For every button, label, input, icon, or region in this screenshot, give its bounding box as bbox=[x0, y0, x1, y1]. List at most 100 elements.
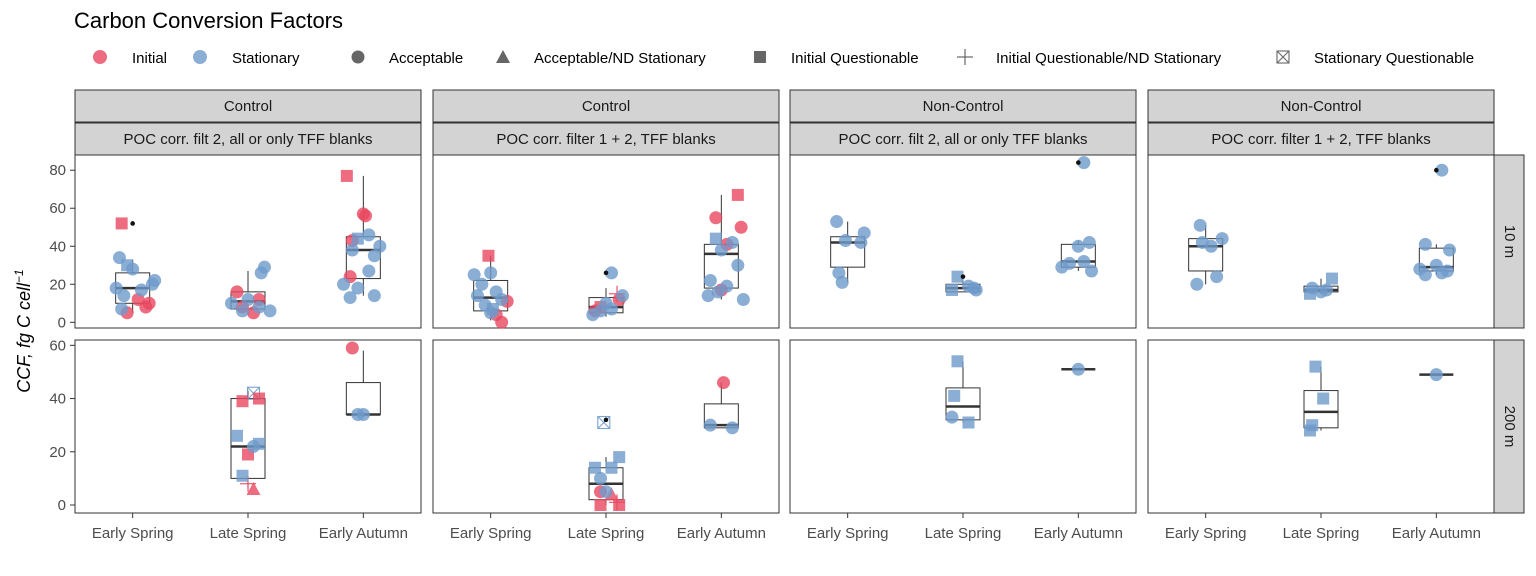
data-point-stationary-circle bbox=[1204, 239, 1218, 253]
data-point-stationary-circle bbox=[594, 471, 607, 485]
data-point-stationary-circle bbox=[605, 266, 618, 280]
legend-key-initial bbox=[93, 50, 107, 64]
y-tick-label-1-20: 20 bbox=[49, 444, 66, 461]
x-tick-label-early-autumn: Early Autumn bbox=[677, 525, 766, 542]
strip-top-label-2: Non-Control bbox=[923, 98, 1004, 115]
data-point-stationary-circle bbox=[605, 302, 618, 316]
strip-sub-2 bbox=[789, 122, 1137, 156]
data-point-stationary-square bbox=[605, 461, 618, 474]
data-point-initial-square bbox=[253, 392, 265, 405]
data-point-stationary-boxx-box bbox=[597, 415, 611, 430]
data-point-stationary-square bbox=[236, 469, 249, 482]
strip-right-1 bbox=[1493, 339, 1525, 514]
data-point-initial-square bbox=[731, 188, 744, 201]
strip-sub-label-0: POC corr. filt 2, all or only TFF blanks bbox=[124, 131, 373, 148]
data-point-stationary-circle bbox=[225, 296, 238, 310]
data-point-stationary-square bbox=[709, 232, 722, 245]
box-iqr bbox=[1303, 390, 1339, 429]
data-point-stationary-square bbox=[1326, 272, 1338, 285]
data-point-stationary-circle bbox=[263, 304, 277, 318]
panel-1-2 bbox=[789, 339, 1137, 514]
legend-key-boxx bbox=[1276, 50, 1290, 64]
facet-strips: Control POC corr. filt 2, all or only TFF… bbox=[74, 89, 1525, 514]
data-point-stationary-circle bbox=[356, 408, 370, 422]
strip-sub-label-3: POC corr. filter 1 + 2, TFF blanks bbox=[1211, 131, 1430, 148]
x-tick-label-early-autumn: Early Autumn bbox=[1392, 525, 1481, 542]
data-point-initial-circle bbox=[345, 341, 359, 355]
x-tick-label-early-autumn: Early Autumn bbox=[319, 525, 408, 542]
data-point-stationary-circle bbox=[1443, 243, 1457, 257]
data-point-initial-circle bbox=[717, 376, 731, 390]
legend: Initial Stationary Acceptable Acceptable/ND… bbox=[93, 49, 1474, 67]
x-tick-label-early-spring: Early Spring bbox=[450, 525, 532, 542]
data-point-initial-square bbox=[482, 249, 495, 262]
data-point-initial-square bbox=[594, 499, 607, 512]
data-point-stationary-circle bbox=[345, 243, 359, 257]
data-point-stationary-circle bbox=[367, 289, 381, 303]
data-point-stationary-circle bbox=[838, 234, 852, 248]
data-point-stationary-circle bbox=[711, 285, 725, 299]
strip-top-3 bbox=[1147, 89, 1495, 123]
data-point-stationary-circle bbox=[362, 264, 376, 278]
data-point-stationary-circle bbox=[337, 277, 351, 291]
legend-label-stationary: Stationary bbox=[232, 50, 300, 67]
data-point-stationary-square bbox=[351, 232, 364, 245]
chart-title: Carbon Conversion Factors bbox=[74, 8, 343, 33]
data-point-stationary-square bbox=[1304, 287, 1316, 300]
y-tick-label-0-0: 0 bbox=[58, 314, 66, 331]
data-point-initial-square bbox=[236, 395, 249, 408]
axes: 0 20 40 60 80 0 20 40 60 Early Spring Late Spring E… bbox=[49, 162, 1481, 542]
data-point-stationary-square bbox=[948, 389, 961, 402]
data-point-stationary-circle bbox=[1190, 277, 1204, 291]
y-tick-label-0-40: 40 bbox=[49, 238, 66, 255]
box-iqr bbox=[703, 403, 739, 429]
legend-label-square: Initial Questionable bbox=[791, 50, 919, 67]
data-point-stationary-square bbox=[613, 451, 626, 464]
y-tick-label-1-0: 0 bbox=[58, 497, 66, 514]
legend-key-boxx-x2 bbox=[1276, 50, 1290, 64]
data-point-stationary-circle bbox=[241, 292, 255, 306]
data-point-stationary-circle bbox=[117, 289, 131, 303]
data-point-stationary-circle bbox=[1210, 270, 1224, 284]
data-point-stationary-circle bbox=[470, 289, 484, 303]
data-point-stationary-circle bbox=[254, 266, 268, 280]
x-tick-label-early-autumn: Early Autumn bbox=[1034, 525, 1123, 542]
strip-top-0 bbox=[74, 89, 422, 123]
data-point-initial-square bbox=[340, 169, 353, 182]
data-point-stationary-circle bbox=[362, 228, 376, 242]
data-point-initial-square bbox=[115, 217, 128, 230]
y-tick-label-1-60: 60 bbox=[49, 337, 66, 354]
panel-1-3 bbox=[1147, 339, 1495, 514]
data-point-stationary-circle bbox=[115, 302, 129, 316]
data-point-stationary-circle bbox=[1082, 235, 1096, 249]
legend-key-square bbox=[754, 51, 766, 63]
data-point-stationary-circle bbox=[148, 273, 162, 287]
strip-right-label-1: 200 m bbox=[1501, 406, 1518, 448]
legend-label-initial: Initial bbox=[132, 50, 167, 67]
data-point-initial-circle bbox=[359, 209, 373, 223]
data-point-stationary-circle bbox=[714, 243, 728, 257]
y-tick-label-0-60: 60 bbox=[49, 200, 66, 217]
data-point-stationary-circle bbox=[1435, 266, 1449, 280]
x-tick-label-late-spring: Late Spring bbox=[925, 525, 1002, 542]
data-point-stationary-circle bbox=[725, 421, 739, 435]
strip-top-label-1: Control bbox=[582, 98, 630, 115]
data-point-stationary-circle bbox=[484, 266, 498, 280]
strip-top-1 bbox=[432, 89, 780, 123]
data-point-stationary-circle bbox=[484, 306, 498, 320]
legend-key-triangle bbox=[496, 50, 510, 63]
data-point-stationary-circle bbox=[701, 289, 715, 303]
data-point-initial-circle bbox=[709, 211, 723, 225]
data-point-stationary-square bbox=[1317, 392, 1330, 405]
data-point-stationary-circle bbox=[854, 235, 868, 249]
data-point-stationary-circle bbox=[586, 308, 600, 322]
data-point-stationary-circle bbox=[1429, 368, 1443, 382]
outlier-point bbox=[1434, 167, 1439, 173]
outlier-point bbox=[960, 274, 966, 279]
panel-1-1 bbox=[432, 339, 780, 514]
strip-sub-label-2: POC corr. filt 2, all or only TFF blanks bbox=[839, 131, 1088, 148]
data-point-stationary-circle bbox=[731, 258, 745, 272]
legend-key-plus bbox=[957, 49, 973, 65]
data-point-stationary-circle bbox=[1077, 156, 1091, 170]
